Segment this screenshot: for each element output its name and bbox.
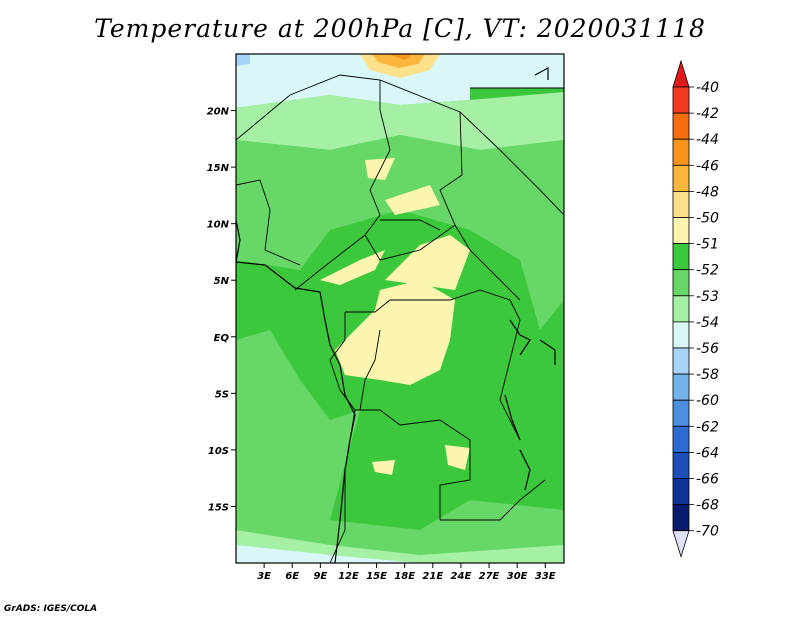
border-east bbox=[499, 319, 521, 441]
colorbar-bottom-arrow bbox=[672, 530, 690, 559]
colorbar-swatch bbox=[672, 451, 690, 479]
y-tick-label: 10N bbox=[207, 220, 230, 231]
colorbar-swatch bbox=[672, 86, 690, 114]
field-band-54-north bbox=[236, 54, 564, 108]
colorbar-top-arrow bbox=[672, 59, 690, 88]
border-car bbox=[364, 224, 456, 261]
colorbar-label: -50 bbox=[696, 211, 719, 227]
colorbar-label: -52 bbox=[696, 263, 719, 279]
credit-text: GrADS: IGES/COLA bbox=[4, 604, 98, 614]
colorbar-swatch bbox=[672, 164, 690, 192]
west-coast bbox=[236, 219, 356, 563]
x-tick-label: 18E bbox=[394, 571, 415, 582]
colorbar: -40 -42 -44 -46 -48 -50 -51 -52 -53 -54 -56 -58 -60 -… bbox=[672, 59, 719, 559]
colorbar-swatch bbox=[672, 295, 690, 323]
coastlines bbox=[236, 66, 556, 563]
x-tick-label: 6E bbox=[285, 571, 299, 582]
colorbar-swatch bbox=[672, 112, 690, 140]
field-warm-46-north bbox=[388, 54, 412, 60]
border-drc-south bbox=[355, 409, 471, 520]
colorbar-label: -44 bbox=[696, 132, 719, 148]
colorbar-swatch bbox=[672, 243, 690, 271]
colorbar-swatch bbox=[672, 347, 690, 375]
colorbar-label: -68 bbox=[696, 498, 719, 514]
border-congo-north bbox=[345, 289, 521, 321]
x-tick-label: 9E bbox=[313, 571, 327, 582]
border-zambia bbox=[440, 479, 546, 521]
colorbar-label: -42 bbox=[696, 106, 719, 122]
plot-frame bbox=[235, 53, 565, 564]
temperature-field bbox=[236, 54, 564, 563]
chart-title: Temperature at 200hPa [C], VT: 202003111… bbox=[94, 14, 706, 43]
x-tick-label: 21E bbox=[422, 571, 443, 582]
field-cool-51-congo bbox=[335, 280, 455, 385]
x-tick-label: 15E bbox=[366, 571, 387, 582]
colorbar-label: -48 bbox=[696, 184, 719, 200]
colorbar-label: -60 bbox=[696, 393, 719, 409]
x-tick-label: 3E bbox=[257, 571, 271, 582]
colorbar-swatch bbox=[672, 504, 690, 532]
x-tick-label: 12E bbox=[338, 571, 359, 582]
y-tick-label: 5S bbox=[215, 389, 229, 400]
field-cool-51-angola bbox=[372, 460, 395, 475]
border-central bbox=[379, 79, 521, 301]
colorbar-swatch bbox=[672, 217, 690, 245]
x-tick-label: 27E bbox=[479, 571, 500, 582]
y-tick-label: EQ bbox=[214, 333, 230, 344]
colorbar-label: -58 bbox=[696, 367, 719, 383]
field-warm-48-north bbox=[372, 54, 425, 68]
border-west bbox=[236, 74, 391, 291]
x-tick-label: 24E bbox=[451, 571, 472, 582]
lake-victoria bbox=[509, 319, 531, 356]
field-cool-51-zambia bbox=[445, 445, 470, 470]
border-chad bbox=[380, 219, 441, 231]
nile-delta-mark bbox=[534, 66, 549, 80]
lake-malawi bbox=[519, 449, 531, 491]
colorbar-label: -54 bbox=[696, 315, 719, 331]
x-tick-label: 33E bbox=[535, 571, 556, 582]
colorbar-swatch bbox=[672, 373, 690, 401]
colorbar-swatch bbox=[672, 399, 690, 427]
x-tick-label: 30E bbox=[507, 571, 528, 582]
field-band-56-corner bbox=[236, 54, 250, 66]
field-band-53-north bbox=[236, 92, 564, 150]
colorbar-label: -70 bbox=[696, 524, 719, 540]
colorbar-label: -53 bbox=[696, 289, 719, 305]
colorbar-swatch bbox=[672, 425, 690, 453]
y-tick-label: 20N bbox=[207, 107, 230, 118]
y-axis: 20N 15N 10N 5N EQ 5S 10S 15S bbox=[207, 107, 236, 513]
colorbar-label: -40 bbox=[696, 80, 719, 96]
colorbar-label: -56 bbox=[696, 341, 719, 357]
border-congo-drc bbox=[359, 329, 381, 411]
field-band-52-53-sahel bbox=[236, 135, 564, 330]
y-tick-label: 10S bbox=[208, 446, 229, 457]
y-tick-label: 15N bbox=[207, 163, 230, 174]
y-tick-label: 5N bbox=[214, 276, 230, 287]
x-axis: 3E 6E 9E 12E 15E 18E 21E 24E 27E 30E 33E bbox=[257, 563, 556, 582]
lake-east bbox=[539, 339, 556, 365]
field-cool-51-sahel bbox=[385, 185, 440, 215]
colorbar-label: -46 bbox=[696, 158, 719, 174]
field-band-53-west bbox=[236, 330, 360, 520]
colorbar-label: -64 bbox=[696, 445, 719, 461]
lake-tanganyika bbox=[504, 394, 521, 441]
border-gabon-congo bbox=[329, 312, 356, 411]
field-cool-51-center bbox=[385, 235, 470, 290]
field-band-56-south bbox=[236, 545, 420, 563]
field-cool-51-west bbox=[320, 250, 385, 285]
colorbar-label: -62 bbox=[696, 419, 719, 435]
border-nigeria bbox=[236, 179, 301, 266]
colorbar-swatch bbox=[672, 190, 690, 218]
colorbar-swatch bbox=[672, 321, 690, 349]
y-tick-label: 15S bbox=[208, 502, 229, 513]
colorbar-label: -51 bbox=[696, 237, 719, 253]
colorbar-label: -66 bbox=[696, 472, 719, 488]
colorbar-swatch bbox=[672, 478, 690, 506]
border-sudan bbox=[459, 111, 564, 216]
colorbar-swatch bbox=[672, 138, 690, 166]
colorbar-swatch bbox=[672, 269, 690, 297]
